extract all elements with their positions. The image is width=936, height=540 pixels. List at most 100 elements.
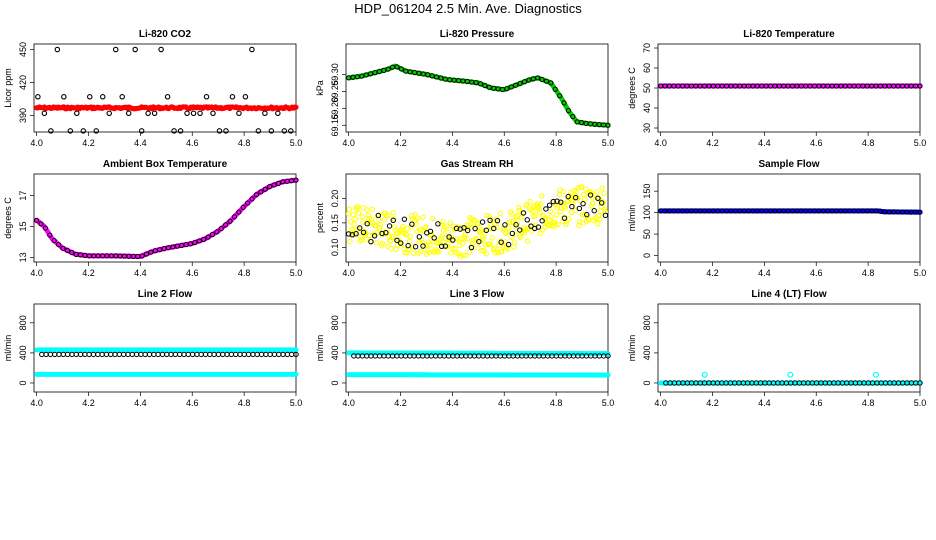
data-point [196,238,202,244]
data-point [504,228,510,235]
data-point [223,128,229,134]
y-axis-label: ml/min [315,335,325,362]
data-point [138,128,145,134]
data-point [133,351,140,358]
data-point [267,351,273,358]
data-point [423,224,429,230]
data-point [601,190,607,197]
figure-title: HDP_061204 2.5 Min. Ave. Diagnostics [354,1,582,16]
data-point [192,239,198,246]
data-point [132,46,138,53]
data-point [276,351,282,358]
data-point [461,225,467,231]
data-point [345,211,352,217]
data-point [267,184,273,190]
data-point [207,351,213,358]
x-tick-label: 4.4 [758,138,771,148]
data-point [560,188,567,195]
data-point [293,371,299,377]
data-point [190,110,197,117]
data-point [184,110,190,117]
data-point [555,221,561,228]
data-point [237,351,243,358]
data-point [112,351,118,358]
panel-title: Sample Flow [758,159,819,170]
data-point [398,240,404,246]
data-point [99,351,105,358]
data-point [595,213,602,219]
data-point [569,203,575,210]
data-point [483,227,490,234]
data-point [595,195,601,201]
data-point [407,233,413,239]
x-tick-label: 5.0 [290,268,303,278]
x-tick-label: 4.0 [30,398,43,408]
y-tick-label: 450 [18,42,28,57]
data-point [605,372,611,378]
data-point [564,199,571,205]
y-tick-label: 0.20 [330,190,340,208]
data-point [577,197,584,204]
data-point [494,224,500,231]
data-point [357,225,363,231]
data-point [497,210,504,217]
data-point [539,193,545,199]
data-point [512,231,518,237]
data-point [281,128,288,134]
data-point [164,94,171,100]
data-point [420,214,426,220]
x-tick-label: 4.0 [30,268,43,278]
data-point [412,211,418,218]
data-point [410,244,416,250]
data-point [80,128,87,134]
data-point [151,110,158,117]
data-point [168,351,174,358]
panel-8: Line 3 Flow ml/min 4.0 4.2 4.4 4.6 4.8 5.0 0 400 8… [315,289,614,408]
data-point [917,83,923,89]
data-point [417,248,424,255]
data-point [390,209,397,216]
data-point [139,253,145,259]
x-tick-label: 4.4 [446,268,459,278]
data-point [536,209,543,215]
data-point [488,225,495,232]
data-point [138,351,144,358]
plot-frame [33,43,297,133]
data-point [61,94,67,100]
panel-title: Li-820 Pressure [440,29,515,40]
data-point [229,94,236,100]
data-point [51,238,57,244]
data-point [364,207,370,213]
y-axis-label: degrees C [627,67,637,109]
data-point [510,217,516,224]
data-point [288,351,295,358]
data-point [520,210,527,216]
data-point [249,46,255,53]
panel-title: Gas Stream RH [441,159,514,170]
data-point [484,212,490,219]
data-point [379,240,386,246]
data-point [539,218,545,224]
data-point [368,238,374,245]
data-point [401,216,408,222]
data-point [479,219,486,225]
data-point [589,203,595,209]
data-point [598,200,605,206]
data-point [209,231,216,238]
y-tick-label: 50 [642,83,652,93]
data-point [388,245,394,252]
data-point [539,76,545,83]
data-point [416,234,423,240]
y-tick-label: 400 [18,345,28,360]
x-tick-label: 4.8 [550,138,563,148]
panel-title: Ambient Box Temperature [103,159,228,170]
data-point [164,351,170,358]
data-point [536,206,542,212]
x-tick-label: 4.6 [810,268,823,278]
data-point [172,351,179,358]
x-tick-label: 4.8 [238,398,251,408]
data-point [582,196,588,202]
data-point [408,224,414,230]
data-point [568,209,575,216]
data-point [470,237,476,243]
